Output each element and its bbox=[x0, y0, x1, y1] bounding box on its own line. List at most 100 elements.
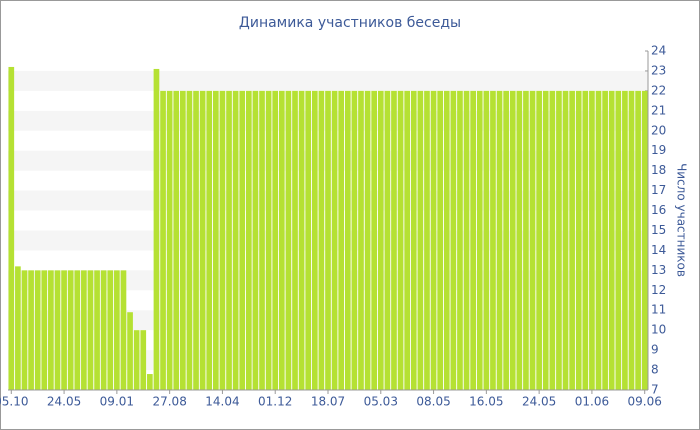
x-tick-label: 05.03 bbox=[364, 395, 398, 409]
bar bbox=[476, 90, 483, 390]
bar bbox=[226, 90, 232, 390]
grid-band bbox=[8, 70, 648, 91]
bar bbox=[364, 90, 371, 390]
y-tick-label: 17 bbox=[651, 183, 666, 197]
bar bbox=[311, 90, 318, 390]
bar bbox=[595, 90, 602, 390]
x-tick-label: 01.06 bbox=[575, 395, 609, 409]
bar bbox=[470, 90, 476, 390]
bar bbox=[635, 90, 641, 390]
bar bbox=[133, 330, 140, 390]
bar bbox=[384, 90, 391, 390]
bar bbox=[622, 90, 628, 390]
bar bbox=[28, 270, 34, 390]
bar bbox=[344, 90, 351, 390]
bar bbox=[463, 90, 470, 390]
bar bbox=[391, 90, 397, 390]
bar bbox=[107, 270, 114, 390]
x-tick-label: 24.05 bbox=[47, 395, 81, 409]
bar bbox=[443, 90, 450, 390]
bar bbox=[67, 270, 74, 390]
bar bbox=[34, 270, 41, 390]
y-tick-label: 14 bbox=[651, 243, 666, 257]
bar bbox=[569, 90, 575, 390]
bar bbox=[529, 90, 536, 390]
bar bbox=[272, 90, 279, 390]
bar bbox=[424, 90, 430, 390]
x-tick-label: 09.01 bbox=[100, 395, 134, 409]
bar bbox=[549, 90, 556, 390]
bar bbox=[483, 90, 490, 390]
x-tick-label: 09.06 bbox=[628, 395, 662, 409]
y-tick-label: 22 bbox=[651, 83, 666, 97]
x-tick-label: 27.08 bbox=[152, 395, 186, 409]
bar bbox=[338, 90, 345, 390]
bar bbox=[437, 90, 444, 390]
bar bbox=[74, 270, 81, 390]
bar bbox=[186, 90, 193, 390]
bar bbox=[503, 90, 509, 390]
bar bbox=[212, 90, 219, 390]
y-tick-label: 12 bbox=[651, 283, 666, 297]
bar bbox=[285, 90, 292, 390]
bar bbox=[193, 90, 199, 390]
bar bbox=[120, 270, 127, 390]
bar bbox=[641, 90, 648, 390]
y-tick-label: 15 bbox=[651, 223, 666, 237]
bar bbox=[259, 90, 265, 390]
y-tick-label: 16 bbox=[651, 203, 666, 217]
bar bbox=[602, 90, 608, 390]
y-tick-label: 24 bbox=[651, 44, 666, 58]
bar bbox=[81, 270, 87, 390]
bar bbox=[377, 90, 384, 390]
y-tick-label: 8 bbox=[651, 363, 659, 377]
bar bbox=[219, 90, 226, 390]
bar bbox=[8, 66, 15, 390]
bar bbox=[206, 90, 213, 390]
bar bbox=[397, 90, 404, 390]
bar bbox=[252, 90, 259, 390]
bar bbox=[509, 90, 516, 390]
bar bbox=[199, 90, 206, 390]
bar bbox=[140, 330, 147, 390]
bar bbox=[173, 90, 180, 390]
x-tick-label: 18.07 bbox=[311, 395, 345, 409]
bar bbox=[61, 270, 67, 390]
bar bbox=[404, 90, 411, 390]
bar bbox=[589, 90, 595, 390]
bar bbox=[582, 90, 589, 390]
y-tick-label: 9 bbox=[651, 343, 659, 357]
bar bbox=[358, 90, 364, 390]
bar bbox=[516, 90, 523, 390]
bar bbox=[54, 270, 61, 390]
x-tick-label: 24.05 bbox=[522, 395, 556, 409]
bar bbox=[232, 90, 239, 390]
bar bbox=[430, 90, 437, 390]
bar bbox=[41, 270, 48, 390]
bar bbox=[305, 90, 312, 390]
bar bbox=[15, 266, 21, 390]
bar bbox=[153, 68, 160, 391]
bar bbox=[542, 90, 549, 390]
bar bbox=[490, 90, 496, 390]
y-tick-label: 13 bbox=[651, 263, 666, 277]
bar bbox=[160, 90, 166, 390]
bar bbox=[351, 90, 358, 390]
bar bbox=[556, 90, 562, 390]
y-axis-title: Число участников bbox=[675, 163, 689, 277]
bar bbox=[628, 90, 635, 390]
bar bbox=[575, 90, 582, 390]
bar bbox=[325, 90, 331, 390]
y-tick-label: 21 bbox=[651, 103, 666, 117]
bar bbox=[298, 90, 305, 390]
x-tick-label: 16.05 bbox=[469, 395, 503, 409]
bar bbox=[450, 90, 457, 390]
y-tick-label: 19 bbox=[651, 143, 666, 157]
bar bbox=[265, 90, 272, 390]
y-tick-label: 7 bbox=[651, 383, 659, 397]
bar bbox=[21, 270, 28, 390]
bar bbox=[87, 270, 94, 390]
y-tick-label: 20 bbox=[651, 123, 666, 137]
x-tick-label: 14.04 bbox=[205, 395, 239, 409]
